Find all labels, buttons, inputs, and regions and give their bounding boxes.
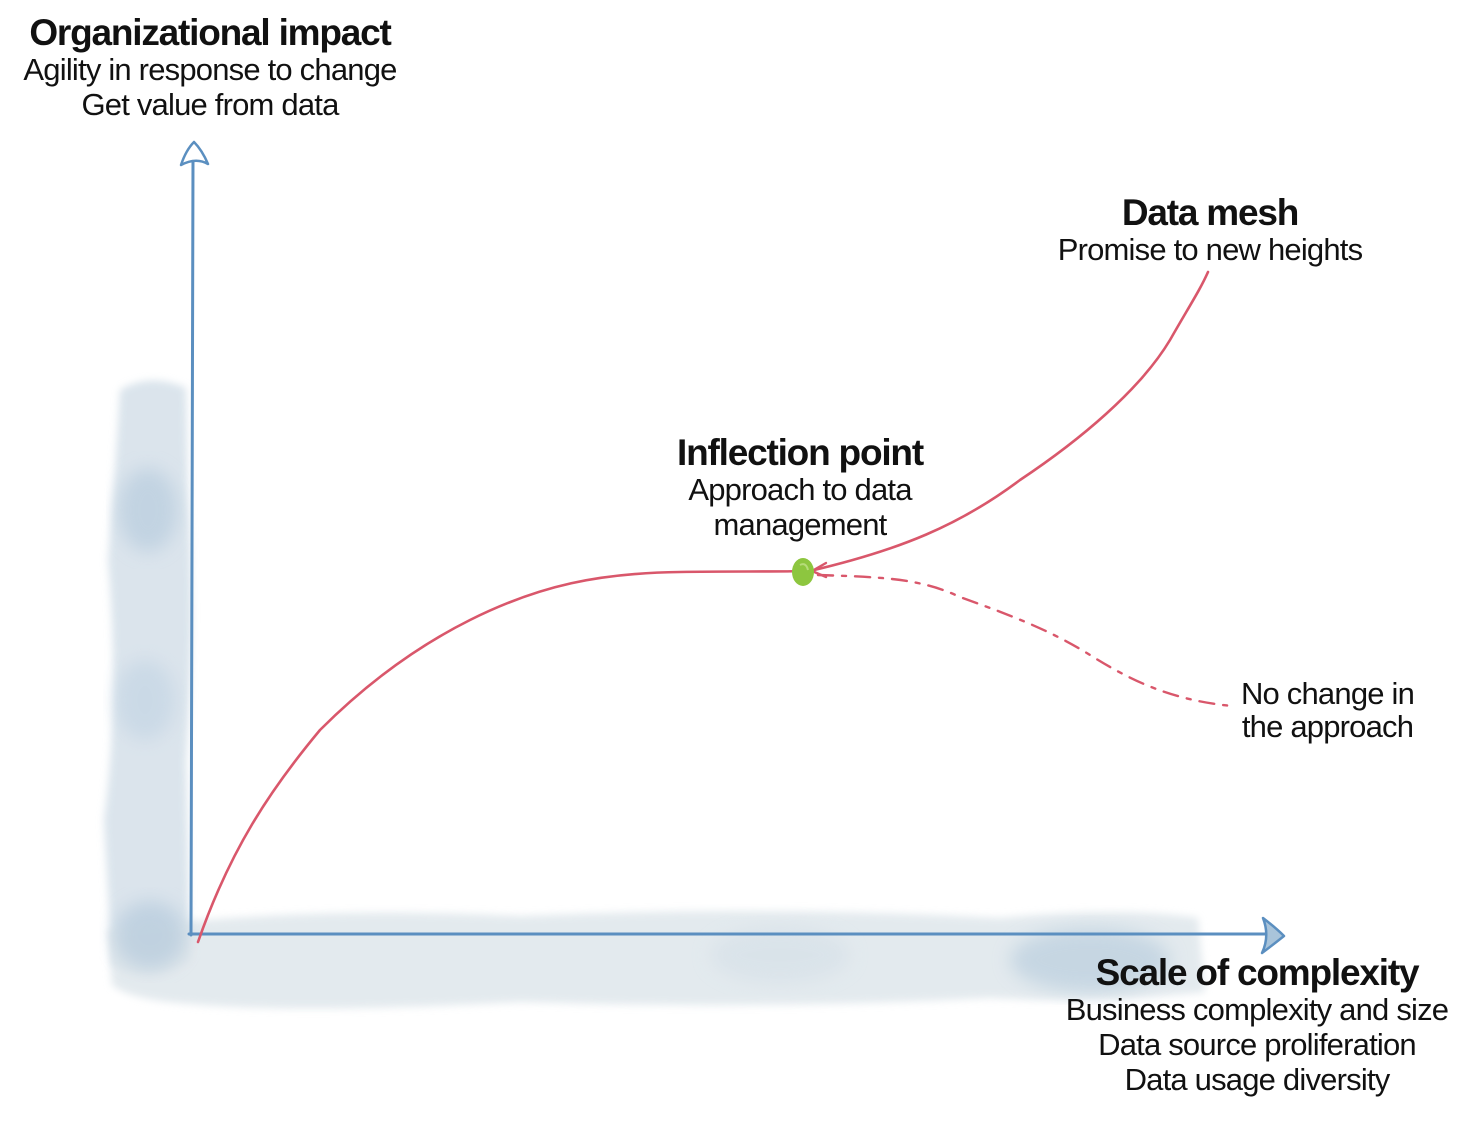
y-axis-arrowhead [179, 140, 210, 167]
wash-spot-middle [115, 660, 175, 740]
inflection-dot-highlight [799, 563, 809, 571]
y-axis-label-block: Organizational impact Agility in respons… [10, 12, 410, 123]
axes [179, 140, 1286, 955]
no-change-dashed-curve [816, 573, 1234, 708]
inflection-dot [792, 558, 814, 586]
inflection-point-line-2: management [713, 507, 888, 543]
data-mesh-subtitle: Promise to new heights [1057, 232, 1363, 268]
data-mesh-curve [808, 270, 1210, 573]
x-axis-subtitle-line-3: Data usage diversity [1124, 1061, 1391, 1097]
y-axis-line [189, 156, 195, 937]
x-axis-subtitle-line-2: Data source proliferation [1098, 1027, 1417, 1063]
inflection-point-title: Inflection point [677, 432, 924, 473]
inflection-point-line-1: Approach to data [688, 472, 912, 508]
data-mesh-title: Data mesh [1121, 192, 1300, 233]
no-change-line-1: No change in [1240, 676, 1415, 711]
y-axis-title: Organizational impact [29, 12, 392, 53]
curves [196, 270, 1234, 944]
wash-spot-center [710, 927, 850, 983]
inflection-point-label-block: Inflection point Approach to data manage… [640, 432, 960, 543]
growth-curve-to-inflection [196, 569, 808, 944]
no-change-line-2: the approach [1241, 708, 1414, 744]
wash-spot-corner [114, 901, 186, 969]
wash-spot-right [1010, 928, 1170, 992]
x-axis-subtitle-line-1: Business complexity and size [1065, 992, 1449, 1028]
inflection-point-marker [792, 558, 814, 586]
x-axis-label-block: Scale of complexity Business complexity … [1050, 952, 1464, 1098]
x-axis-title: Scale of complexity [1095, 952, 1420, 993]
wash-spot-upper [118, 468, 178, 552]
data-mesh-label-block: Data mesh Promise to new heights [1030, 192, 1390, 268]
x-axis-arrowhead [1260, 916, 1286, 955]
no-change-label-block: No change in the approach [1215, 676, 1440, 744]
y-axis-subtitle-line-2: Get value from data [81, 87, 339, 123]
y-axis-subtitle-line-1: Agility in response to change [23, 52, 397, 88]
